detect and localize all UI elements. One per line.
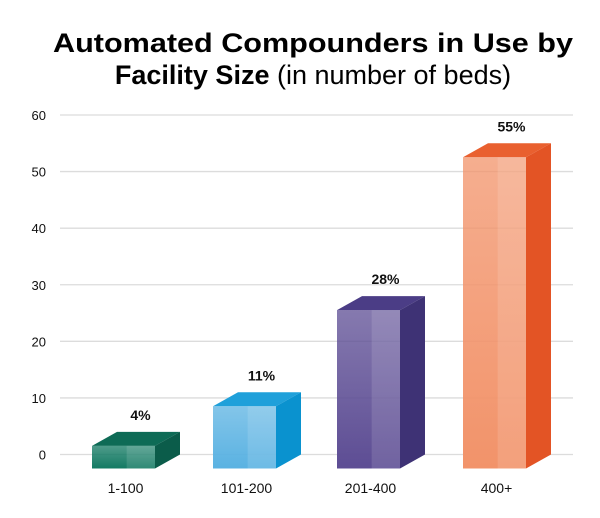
y-tick-label: 60	[32, 108, 46, 123]
x-category-label: 1-100	[108, 480, 144, 496]
y-tick-label: 50	[32, 165, 46, 180]
y-tick-label: 0	[39, 448, 46, 463]
bar-highlight	[126, 445, 155, 469]
bar-top	[337, 296, 425, 311]
data-label: 11%	[248, 367, 276, 383]
bar-front	[92, 445, 155, 469]
x-category-label: 201-400	[345, 480, 397, 496]
chart-subtitle: (in number of beds)	[277, 60, 511, 90]
bar-101-200: 11%	[213, 367, 301, 469]
bar-1-100: 4%	[92, 407, 180, 469]
x-category-label: 101-200	[221, 480, 273, 496]
y-tick-label: 30	[32, 278, 46, 293]
y-tick-label: 10	[32, 391, 46, 406]
bar-highlight	[371, 310, 400, 469]
bar-side	[526, 143, 551, 469]
gridlines	[60, 114, 573, 456]
y-axis-ticks: 0 10 20 30 40 50 60	[32, 108, 46, 463]
bar-400+: 55%	[463, 118, 551, 469]
x-axis-labels: 1-100 101-200 201-400 400+	[108, 480, 513, 496]
data-label: 28%	[371, 271, 400, 287]
bar-highlight	[497, 157, 526, 469]
bar-side	[276, 392, 301, 469]
x-category-label: 400+	[481, 480, 513, 496]
bar-top	[463, 143, 551, 158]
bar-201-400: 28%	[337, 271, 425, 469]
chart-title-line1: Automated Compounders in Use by	[53, 28, 573, 58]
bar-top	[213, 392, 301, 407]
bar-side	[155, 431, 180, 469]
bar-top	[92, 431, 180, 446]
data-label: 55%	[497, 118, 526, 134]
data-label: 4%	[130, 407, 151, 423]
bar-side	[400, 296, 425, 469]
bars: 4% 11% 28% 55%	[92, 118, 551, 469]
bar-front	[213, 406, 276, 469]
chart-title-line2: Facility Size (in number of beds)	[115, 60, 511, 90]
bar-highlight	[247, 406, 276, 469]
y-tick-label: 40	[32, 221, 46, 236]
bar-front	[463, 157, 526, 469]
chart-title-bold: Facility Size	[115, 60, 270, 90]
y-tick-label: 20	[32, 334, 46, 349]
bar-front	[337, 310, 400, 469]
